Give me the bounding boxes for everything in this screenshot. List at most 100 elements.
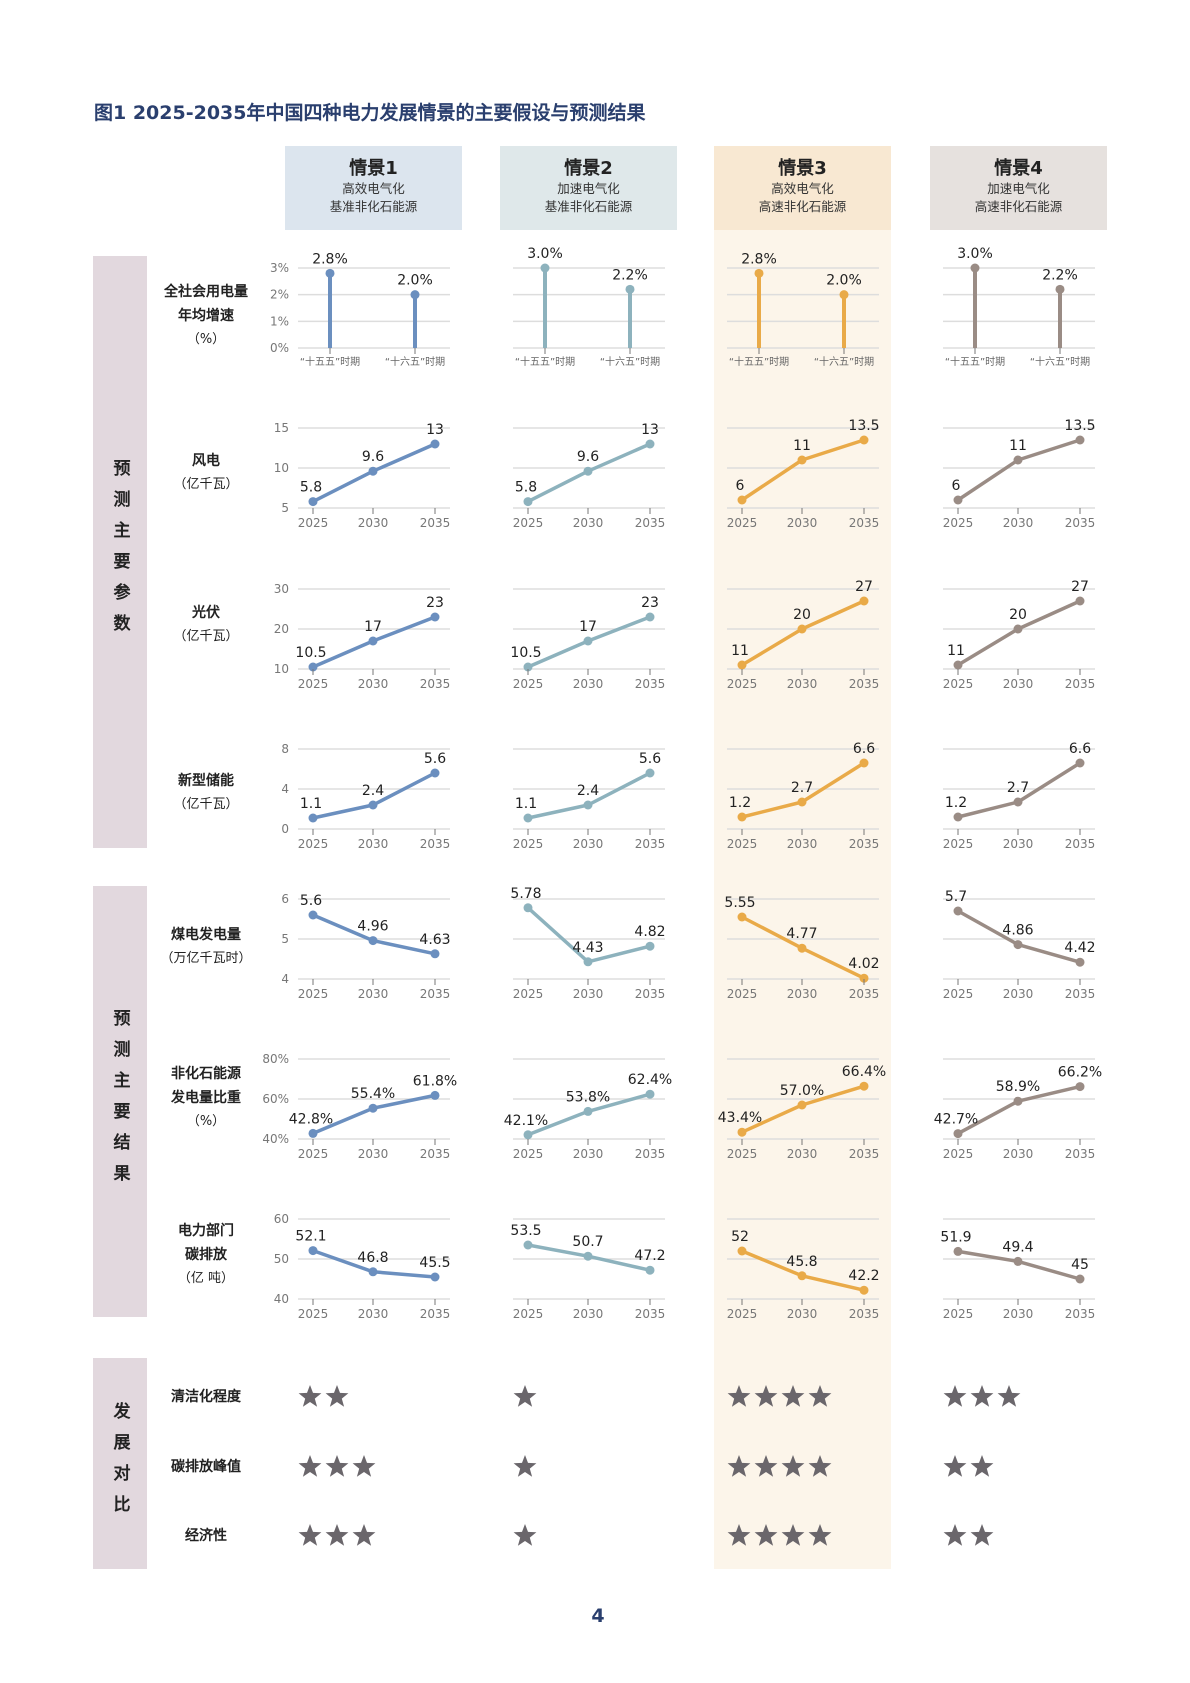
data-point <box>797 1100 807 1110</box>
data-label: 42.1% <box>504 1113 548 1129</box>
data-point <box>308 1246 318 1256</box>
data-point <box>797 455 807 465</box>
scenario-header-2: 情景2 加速电气化 基准非化石能源 <box>500 146 677 230</box>
data-point <box>953 660 963 670</box>
data-point <box>1075 758 1085 768</box>
data-label: 11 <box>793 438 811 454</box>
data-point <box>430 1090 440 1100</box>
star-icon <box>808 1524 832 1546</box>
x-tick-label: 2030 <box>358 516 389 530</box>
x-tick-label: 2030 <box>573 677 604 691</box>
data-label: 47.2 <box>634 1248 665 1264</box>
data-label: 4.82 <box>634 924 665 940</box>
x-tick-label: 2035 <box>1065 837 1096 851</box>
star-icon <box>970 1385 994 1407</box>
rating-label: 清洁化程度 <box>171 1389 241 1405</box>
data-label: 5.6 <box>424 751 446 767</box>
x-tick-label: 2035 <box>635 987 666 1001</box>
data-point <box>1075 596 1085 606</box>
star-icon <box>513 1385 537 1407</box>
x-tick-label: 2025 <box>943 1147 974 1161</box>
data-point <box>1013 1096 1023 1106</box>
x-tick-label: 2035 <box>1065 987 1096 1001</box>
x-tick-label: 2035 <box>1065 1147 1096 1161</box>
data-label: 20 <box>1009 607 1027 623</box>
x-tick-label: 2025 <box>727 1147 758 1161</box>
star-icon <box>781 1524 805 1546</box>
data-label: 2.2% <box>1042 267 1078 283</box>
data-point <box>737 495 747 505</box>
data-point <box>523 813 533 823</box>
x-tick-label: 2035 <box>849 516 880 530</box>
x-tick-label: 2035 <box>635 837 666 851</box>
data-label: 45.5 <box>419 1255 450 1271</box>
x-tick-label: 2025 <box>943 516 974 530</box>
x-tick-label: 2025 <box>513 516 544 530</box>
x-tick-label: 2030 <box>573 1147 604 1161</box>
data-point <box>797 943 807 953</box>
section-band-2: 预测主要结果 <box>93 886 147 1317</box>
x-tick-label: 2030 <box>787 1307 818 1321</box>
data-label: 20 <box>793 607 811 623</box>
x-tick-label: 2025 <box>727 837 758 851</box>
data-label: 55.4% <box>351 1086 395 1102</box>
star-icon <box>808 1385 832 1407</box>
star-icon <box>298 1385 322 1407</box>
x-tick-label: 2030 <box>1003 516 1034 530</box>
row-label-line: 碳排放 <box>185 1247 227 1263</box>
row-unit: （亿 吨） <box>177 1271 235 1286</box>
data-point <box>737 912 747 922</box>
data-point <box>797 1271 807 1281</box>
data-point <box>953 1246 963 1256</box>
x-tick-label: 2030 <box>787 1147 818 1161</box>
x-tick-label: 2035 <box>849 677 880 691</box>
row-label-line: 发电量比重 <box>171 1090 241 1106</box>
x-tick-label: 2035 <box>420 1307 451 1321</box>
x-tick-label: 2025 <box>513 987 544 1001</box>
data-point <box>308 813 318 823</box>
data-label: 27 <box>1071 579 1089 595</box>
star-icon <box>352 1455 376 1477</box>
row-unit: （亿千瓦） <box>173 629 239 644</box>
data-label: 66.4% <box>842 1064 886 1080</box>
x-tick-label: 2030 <box>358 677 389 691</box>
data-point <box>737 1246 747 1256</box>
data-label: 2.7 <box>1007 780 1029 796</box>
x-tick-label: 2030 <box>573 987 604 1001</box>
star-icon <box>513 1455 537 1477</box>
row-label-line: 风电 <box>192 453 220 469</box>
data-label: 13 <box>426 422 444 438</box>
star-icon <box>997 1385 1021 1407</box>
section-label: 预测主要参数 <box>109 459 130 645</box>
x-tick-label: 2035 <box>1065 516 1096 530</box>
data-label: 46.8 <box>357 1250 388 1266</box>
data-point <box>859 435 869 445</box>
scenario-description: 高效电气化 <box>342 181 405 196</box>
data-label: 9.6 <box>577 449 599 465</box>
x-tick-label: 2030 <box>787 987 818 1001</box>
y-tick-label: 5 <box>281 932 289 946</box>
scenario-name: 情景4 <box>994 158 1043 179</box>
x-tick-label: 2035 <box>635 677 666 691</box>
data-point <box>1075 1274 1085 1284</box>
data-label: 53.5 <box>510 1223 541 1239</box>
data-point <box>308 497 318 507</box>
data-label: 62.4% <box>628 1072 672 1088</box>
x-tick-label: 2035 <box>849 1307 880 1321</box>
data-label: 61.8% <box>413 1073 457 1089</box>
data-label: 5.7 <box>945 889 967 905</box>
scenario-name: 情景3 <box>778 158 827 179</box>
row-label-line: 全社会用电量 <box>164 284 248 300</box>
data-label: 23 <box>641 595 659 611</box>
y-tick-label: 5 <box>281 501 289 515</box>
data-point <box>645 612 655 622</box>
figure-title: 图1 2025-2035年中国四种电力发展情景的主要假设与预测结果 <box>94 102 646 124</box>
scenario-name: 情景1 <box>349 158 398 179</box>
page-number: 4 <box>591 1605 605 1627</box>
data-label: 9.6 <box>362 449 384 465</box>
data-label: 6.6 <box>1069 741 1091 757</box>
lollipop-dot <box>325 268 335 278</box>
x-tick-label: “十五五”时期 <box>515 355 575 368</box>
y-tick-label: 1% <box>270 314 289 328</box>
data-point <box>430 768 440 778</box>
